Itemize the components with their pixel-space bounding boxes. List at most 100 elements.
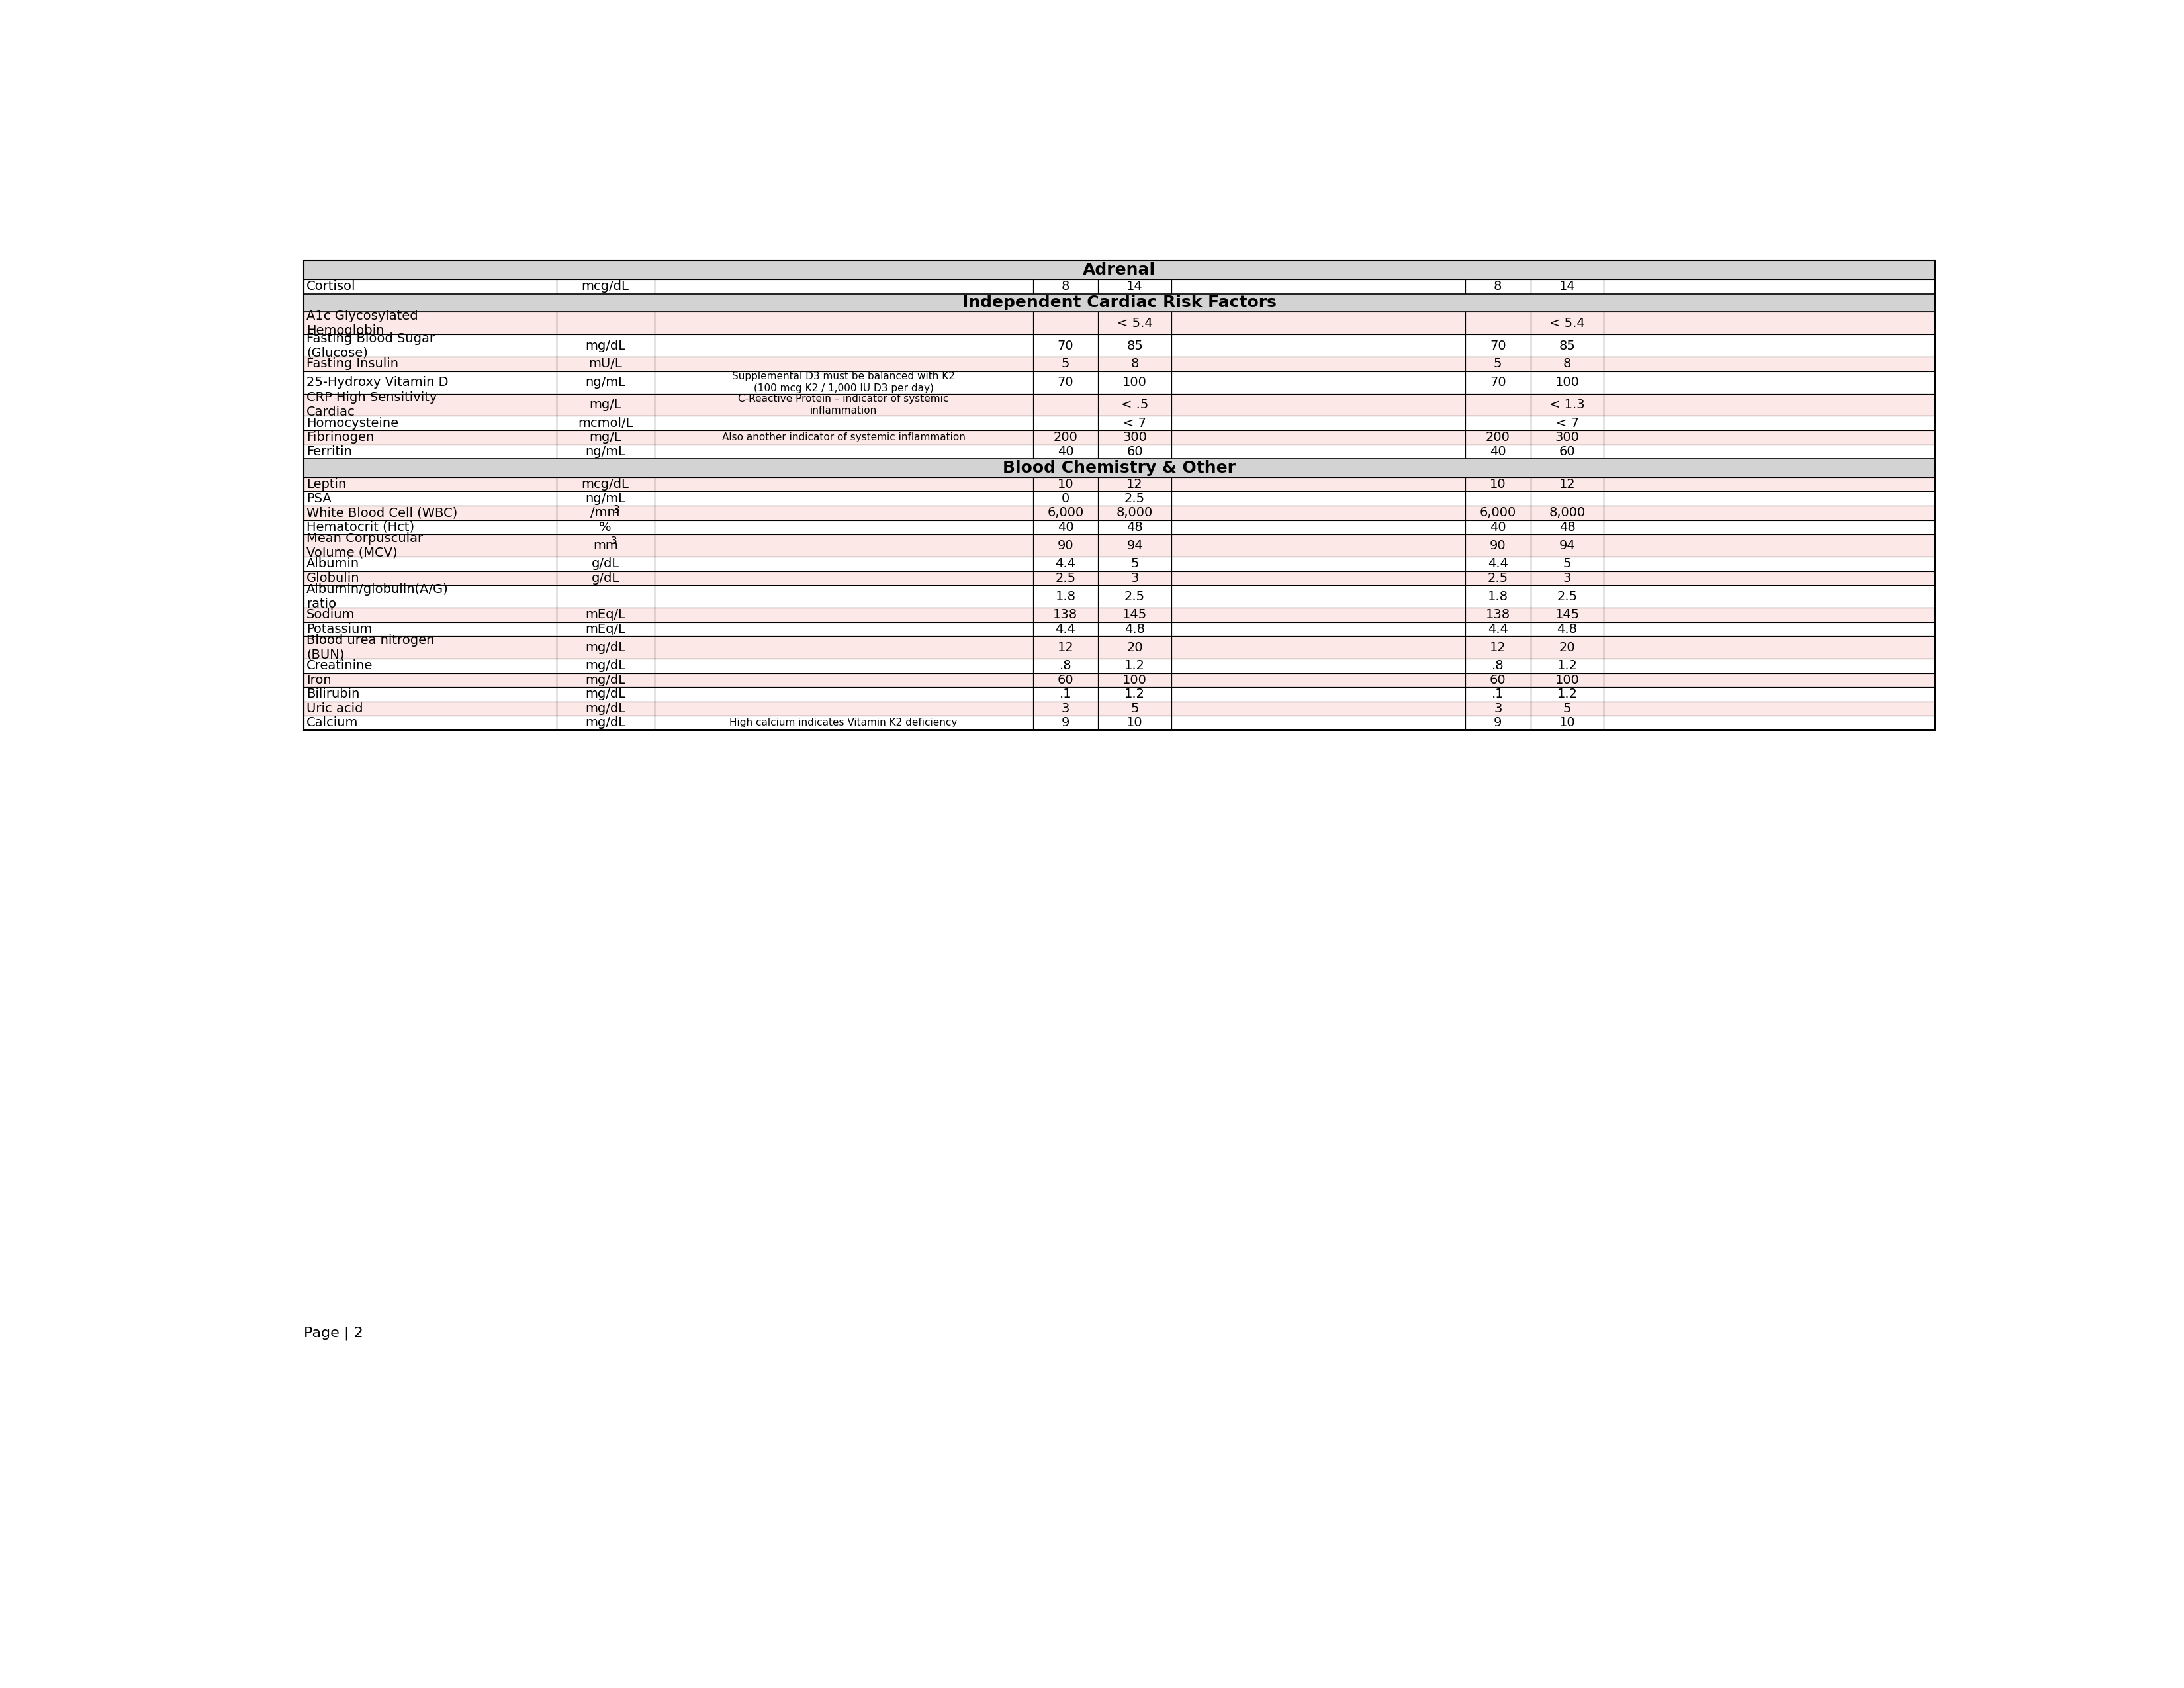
Bar: [1033, 702, 1099, 716]
Bar: [1171, 586, 1465, 608]
Bar: [1465, 334, 1531, 356]
Bar: [304, 415, 557, 430]
Text: CRP High Sensitivity
Cardiac: CRP High Sensitivity Cardiac: [306, 392, 437, 419]
Bar: [557, 586, 655, 608]
Bar: [655, 415, 1033, 430]
Bar: [304, 608, 557, 621]
Text: 12: 12: [1057, 641, 1075, 653]
Bar: [1531, 608, 1603, 621]
Text: Iron: Iron: [306, 674, 332, 687]
Bar: [304, 557, 557, 571]
Text: mU/L: mU/L: [587, 358, 622, 370]
Text: Globulin: Globulin: [306, 572, 360, 584]
Bar: [557, 371, 655, 393]
Text: 100: 100: [1555, 376, 1579, 388]
Text: 8: 8: [1494, 280, 1503, 292]
Text: 8: 8: [1131, 358, 1138, 370]
Bar: [1099, 312, 1171, 334]
Bar: [1171, 557, 1465, 571]
Bar: [304, 520, 1935, 535]
Bar: [1603, 702, 1935, 716]
Bar: [1603, 478, 1935, 491]
Text: 4.4: 4.4: [1487, 557, 1509, 571]
Bar: [1171, 520, 1465, 535]
Text: 1.2: 1.2: [1125, 660, 1144, 672]
Text: Cortisol: Cortisol: [306, 280, 356, 292]
Bar: [655, 557, 1033, 571]
Text: 90: 90: [1057, 538, 1075, 552]
Bar: [557, 608, 655, 621]
Text: 60: 60: [1127, 446, 1142, 457]
Bar: [1465, 478, 1531, 491]
Bar: [1465, 393, 1531, 415]
Bar: [655, 430, 1033, 444]
Bar: [1531, 491, 1603, 506]
Bar: [655, 444, 1033, 459]
Bar: [655, 621, 1033, 636]
Text: 70: 70: [1489, 339, 1507, 353]
Bar: [1033, 393, 1099, 415]
Bar: [655, 716, 1033, 729]
Text: 40: 40: [1057, 446, 1075, 457]
Text: < 7: < 7: [1123, 417, 1147, 429]
Text: 94: 94: [1127, 538, 1142, 552]
Bar: [1171, 608, 1465, 621]
Bar: [1099, 557, 1171, 571]
Bar: [557, 636, 655, 658]
Text: Adrenal: Adrenal: [1083, 262, 1155, 279]
Bar: [1465, 702, 1531, 716]
Bar: [1171, 621, 1465, 636]
Bar: [1603, 491, 1935, 506]
Bar: [1531, 586, 1603, 608]
Text: 3: 3: [1131, 572, 1138, 584]
Bar: [1171, 334, 1465, 356]
Text: 40: 40: [1489, 522, 1507, 533]
Bar: [557, 658, 655, 674]
Bar: [1465, 674, 1531, 687]
Bar: [1099, 608, 1171, 621]
Bar: [1603, 430, 1935, 444]
Bar: [557, 312, 655, 334]
Text: 70: 70: [1057, 376, 1075, 388]
Bar: [304, 371, 557, 393]
Bar: [304, 491, 557, 506]
Bar: [655, 702, 1033, 716]
Bar: [1171, 571, 1465, 586]
Text: 1.8: 1.8: [1055, 591, 1077, 603]
Bar: [1033, 636, 1099, 658]
Bar: [1033, 334, 1099, 356]
Bar: [1033, 687, 1099, 702]
Text: Uric acid: Uric acid: [306, 702, 363, 714]
Bar: [1465, 491, 1531, 506]
Bar: [304, 312, 1935, 334]
Bar: [1531, 687, 1603, 702]
Text: 0: 0: [1061, 493, 1070, 505]
Text: Hematocrit (Hct): Hematocrit (Hct): [306, 522, 415, 533]
Bar: [1033, 415, 1099, 430]
Text: mg/dL: mg/dL: [585, 717, 625, 729]
Bar: [557, 415, 655, 430]
Text: 85: 85: [1127, 339, 1142, 353]
Bar: [1465, 444, 1531, 459]
Bar: [1099, 535, 1171, 557]
Bar: [1531, 430, 1603, 444]
Bar: [557, 716, 655, 729]
Bar: [1033, 674, 1099, 687]
Text: Supplemental D3 must be balanced with K2
(100 mcg K2 / 1,000 IU D3 per day): Supplemental D3 must be balanced with K2…: [732, 371, 954, 393]
Bar: [304, 586, 1935, 608]
Bar: [1099, 520, 1171, 535]
Bar: [1603, 716, 1935, 729]
Text: 5: 5: [1131, 557, 1138, 571]
Text: 14: 14: [1127, 280, 1142, 292]
Bar: [1033, 371, 1099, 393]
Bar: [1171, 478, 1465, 491]
Bar: [1531, 280, 1603, 294]
Bar: [1171, 444, 1465, 459]
Bar: [557, 557, 655, 571]
Bar: [1531, 716, 1603, 729]
Bar: [1033, 444, 1099, 459]
Text: 8: 8: [1061, 280, 1070, 292]
Text: < .5: < .5: [1120, 398, 1149, 412]
Bar: [304, 430, 557, 444]
Bar: [1531, 444, 1603, 459]
